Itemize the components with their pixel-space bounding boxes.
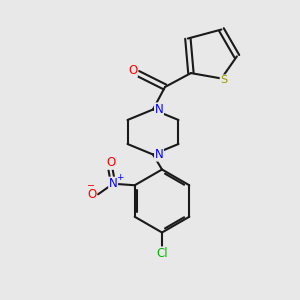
Text: O: O	[106, 156, 115, 169]
Text: N: N	[154, 148, 164, 161]
Text: O: O	[128, 64, 137, 77]
Text: N: N	[154, 103, 164, 116]
Text: N: N	[109, 177, 118, 190]
Text: −: −	[88, 181, 96, 191]
Text: S: S	[220, 75, 227, 85]
Text: Cl: Cl	[156, 247, 168, 260]
Text: O: O	[87, 188, 96, 201]
Text: +: +	[116, 173, 124, 182]
